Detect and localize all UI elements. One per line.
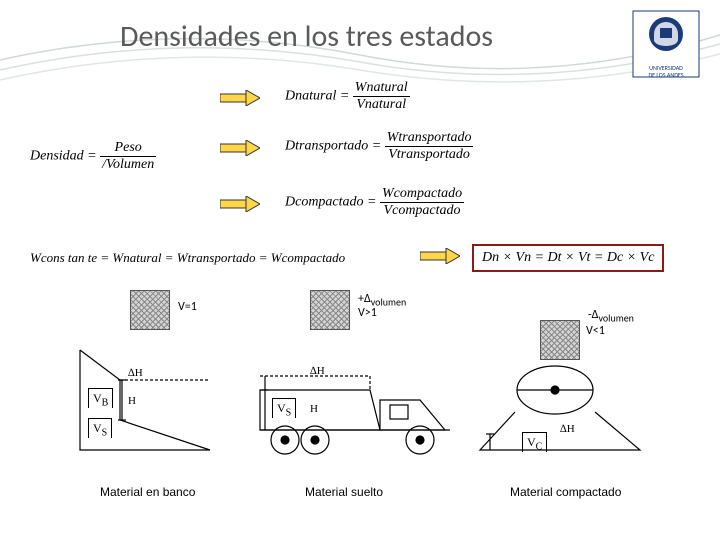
label-suelto: Material suelto [305,485,383,499]
label-v1: V=1 [178,300,197,314]
texture-box-2 [310,290,350,330]
svg-text:∆H: ∆H [310,365,325,377]
states-diagram: VB VS ∆H H VS ∆H [60,340,660,510]
arrow-icon [220,90,260,106]
arrow-icon [220,196,260,212]
svg-text:H: H [310,403,318,415]
formula-boxed: Dn × Vn = Dt × Vt = Dc × Vc [472,244,664,272]
university-logo: UNIVERSIDAD DE LOS ANDES [632,10,700,78]
formula-densidad: Densidad = Peso /Volumen [30,140,156,173]
label-v2: V>1 [358,306,377,320]
label-compactado: Material compactado [510,485,621,499]
texture-box-1 [130,290,170,330]
formula-wconst: Wcons tan te = Wnatural = Wtransportado … [30,250,345,266]
arrow-icon [220,140,260,156]
label-v3: V<1 [586,324,605,338]
label-v3-delta: -Δvolumen [588,308,634,324]
formula-dnatural: Dnatural = Wnatural Vnatural [285,80,410,113]
page-title: Densidades en los tres estados [120,18,493,55]
label-banco: Material en banco [100,485,195,499]
svg-text:∆H: ∆H [560,423,575,435]
svg-text:H: H [128,395,136,407]
svg-text:∆H: ∆H [128,367,143,379]
formula-dtransportado: Dtransportado = Wtransportado Vtransport… [285,130,473,163]
arrow-icon [420,248,460,264]
formula-dcompactado: Dcompactado = Wcompactado Vcompactado [285,186,464,219]
logo-text-2: DE LOS ANDES [648,71,683,79]
